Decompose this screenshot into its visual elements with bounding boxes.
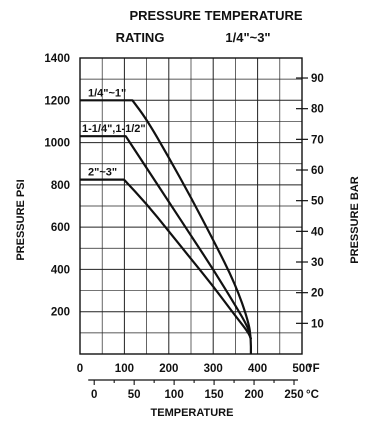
y-tick-label-psi: 600 — [51, 222, 70, 234]
y-tick-label-bar: 50 — [311, 196, 324, 208]
grid — [80, 58, 302, 354]
y-tick-label-psi: 800 — [51, 180, 70, 192]
x-tick-label-f: 0 — [77, 363, 83, 375]
x-tick-label-f: 400 — [248, 363, 267, 375]
y-tick-label-bar: 20 — [311, 288, 324, 300]
x-ticks-c: 0 50 100 150 200 250 — [88, 379, 304, 401]
curve-label-3: 2"~3" — [88, 167, 117, 179]
y-tick-label-psi: 200 — [51, 307, 70, 319]
curves — [80, 99, 252, 354]
chart-title: PRESSURE TEMPERATURE — [129, 8, 302, 23]
x-axis-label: TEMPERATURE — [151, 407, 234, 419]
y-tick-label-psi: 1400 — [44, 53, 70, 65]
y-tick-label-psi: 1000 — [44, 138, 70, 150]
y-ticks-psi: 200 400 600 800 1000 1200 1400 — [44, 53, 70, 319]
y-axis-label-bar: PRESSURE BAR — [349, 176, 361, 263]
curve-series-3 — [80, 178, 252, 340]
y-tick-label-bar: 70 — [311, 134, 324, 146]
x-unit-c: °C — [306, 389, 319, 401]
y-ticks-bar: 10 20 30 40 50 60 70 80 90 — [296, 73, 324, 330]
x-tick-label-f: 100 — [115, 363, 134, 375]
chart-subtitle-left: RATING — [116, 30, 165, 45]
curve-labels: 1/4"~1" 1-1/4",1-1/2" 2"~3" — [82, 87, 146, 178]
y-tick-label-bar: 90 — [311, 73, 324, 85]
x-tick-label-c: 150 — [204, 389, 223, 401]
x-ticks-f: 0 100 200 300 400 500 — [77, 363, 312, 375]
curve-label-1: 1/4"~1" — [88, 87, 126, 99]
y-tick-label-bar: 80 — [311, 104, 324, 116]
curve-label-2: 1-1/4",1-1/2" — [82, 123, 146, 135]
x-tick-label-c: 50 — [128, 389, 141, 401]
y-tick-label-bar: 30 — [311, 257, 324, 269]
x-tick-label-f: 300 — [204, 363, 223, 375]
plot-frame — [79, 57, 303, 355]
x-tick-label-f: 500 — [292, 363, 311, 375]
x-tick-label-c: 200 — [244, 389, 263, 401]
y-axis-label-psi: PRESSURE PSI — [15, 179, 27, 260]
y-tick-label-psi: 400 — [51, 264, 70, 276]
x-tick-label-f: 200 — [159, 363, 178, 375]
x-unit-f: °F — [308, 363, 320, 375]
x-tick-label-c: 0 — [91, 389, 97, 401]
chart-subtitle-right: 1/4"~3" — [225, 30, 270, 45]
curve-series-2 — [80, 135, 252, 340]
x-tick-label-c: 250 — [284, 389, 303, 401]
y-tick-label-bar: 10 — [311, 318, 324, 330]
y-tick-label-bar: 40 — [311, 226, 324, 238]
y-tick-label-psi: 1200 — [44, 95, 70, 107]
y-tick-label-bar: 60 — [311, 165, 324, 177]
x-tick-label-c: 100 — [165, 389, 184, 401]
